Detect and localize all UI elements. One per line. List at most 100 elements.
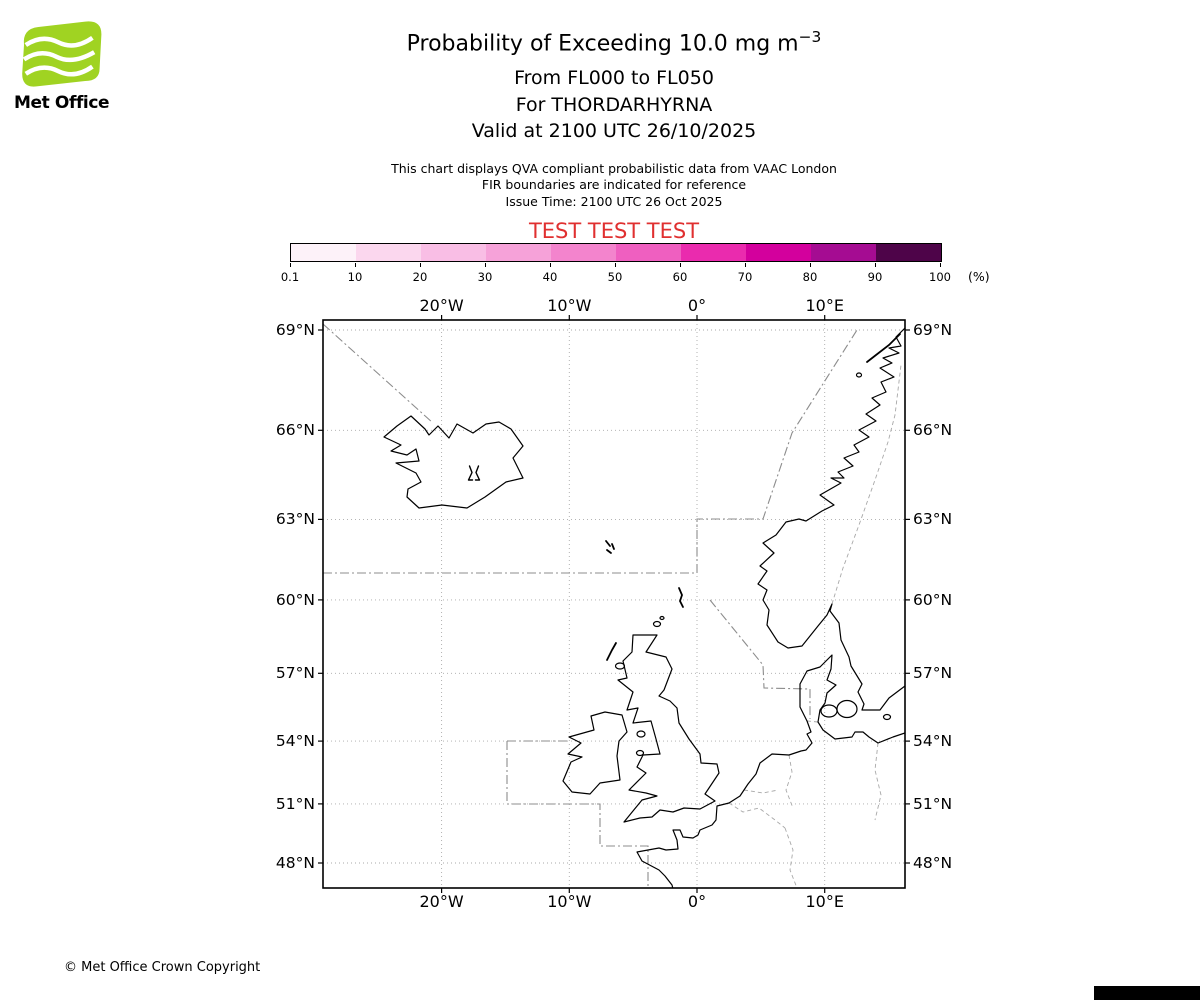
island-lofoten [866,333,901,363]
lon-label-bottom: 10°E [805,892,844,911]
colorbar-segment [681,244,746,261]
screen-corner-artifact [1094,986,1200,1000]
fir-boundary [709,599,811,719]
lon-label-top: 20°W [419,296,464,315]
subtitle-flight-levels: From FL000 to FL050 [514,67,714,90]
island-funen [820,704,838,718]
colorbar-tick [290,263,291,267]
country-border [743,789,779,794]
island-orkney-north [659,615,665,621]
colorbar-labels: 0.1 10 20 30 40 50 60 70 80 90 100 [281,263,951,285]
colorbar-tick [550,263,551,267]
lon-label-top: 10°E [805,296,844,315]
ireland-coast [562,711,628,795]
colorbar-segment [876,244,941,261]
island-anglesey [635,749,645,757]
colorbar-segment [746,244,811,261]
colorbar-tick-label: 100 [929,270,951,284]
page-title-superscript: −3 [798,28,822,46]
subtitle-volcano: For THORDARHYRNA [515,93,713,116]
lon-label-bottom: 20°W [419,892,464,911]
norway-sweden-coast [757,327,905,711]
lat-label-right: 69°N [913,321,953,339]
iceland-coast [383,415,524,509]
lat-label-left: 51°N [275,794,315,813]
colorbar-tick-label: 80 [802,270,818,284]
great-britain-coast [617,634,720,823]
grid-layer [323,320,905,888]
colorbar-tick-label: 10 [347,270,363,284]
colorbar-tick [745,263,746,267]
continental-coast [636,654,905,888]
colorbar-segment [616,244,681,261]
test-banner: TEST TEST TEST [528,219,700,244]
colorbar-tick-label: 70 [737,270,753,284]
title-block: Probability of Exceeding 10.0 mg m−3 Fro… [64,0,1164,243]
colorbar-segment [486,244,551,261]
colorbar-segment [811,244,876,261]
island-faroes [605,540,615,554]
lon-label-top: 10°W [547,296,592,315]
subtitle-valid-time: Valid at 2100 UTC 26/10/2025 [471,120,757,143]
lat-label-left: 57°N [275,664,315,683]
volcano-marker [467,465,481,481]
fir-boundary [323,329,858,574]
met-office-logo: Met Office [14,18,118,113]
fir-boundary [323,323,434,424]
lat-label-left: 69°N [275,321,315,339]
country-border [806,720,819,723]
lat-label-right: 54°N [913,732,953,751]
colorbar-tick-label: 60 [672,270,688,284]
colorbar [290,243,942,262]
colorbar-tick [355,263,356,267]
map-svg [318,315,910,893]
colorbar-tick [615,263,616,267]
lat-label-left: 60°N [275,590,315,609]
island-outer-hebrides [606,642,617,661]
copyright-text: © Met Office Crown Copyright [64,960,261,975]
island-bornholm [882,713,892,721]
colorbar-tick [810,263,811,267]
colorbar-tick-label: 0.1 [280,270,300,284]
lat-label-right: 60°N [913,590,953,609]
island-isle-of-man [636,730,646,738]
lat-label-right: 63°N [913,510,953,529]
fir-boundaries [323,323,858,888]
island-orkney [652,620,662,628]
colorbar-segment [291,244,356,261]
colorbar-tick [680,263,681,267]
colorbar-segment [551,244,616,261]
colorbar-tick-label: 90 [867,270,883,284]
page-title: Probability of Exceeding 10.0 mg m−3 [64,28,1164,56]
colorbar-tick-label: 40 [542,270,558,284]
lon-label-bottom: 0° [687,892,707,911]
island-shetland [678,587,684,608]
lat-label-left: 48°N [275,854,315,872]
info-fir: FIR boundaries are indicated for referen… [481,177,747,193]
lat-label-left: 66°N [275,421,315,440]
colorbar-tick-label: 50 [607,270,623,284]
coastlines [383,327,905,888]
lat-label-left: 54°N [275,732,315,751]
page-title-text: Probability of Exceeding 10.0 mg m [406,31,799,57]
colorbar-tick [485,263,486,267]
colorbar-segment [356,244,421,261]
colorbar-tick [940,263,941,267]
colorbar-tick-label: 20 [412,270,428,284]
volcano-icon [467,465,481,481]
axis-ticks [318,315,910,893]
colorbar-tick [420,263,421,267]
colorbar-tick [875,263,876,267]
country-border [728,802,786,829]
colorbar-segment [421,244,486,261]
country-border [831,364,902,605]
info-issue-time: Issue Time: 2100 UTC 26 Oct 2025 [505,193,723,209]
islands [605,333,901,757]
info-qva: This chart displays QVA compliant probab… [391,160,837,176]
country-border [785,754,794,809]
lat-label-left: 63°N [275,510,315,529]
fir-boundary [506,741,649,888]
met-office-logo-icon [22,21,102,87]
logo-text: Met Office [14,93,110,113]
